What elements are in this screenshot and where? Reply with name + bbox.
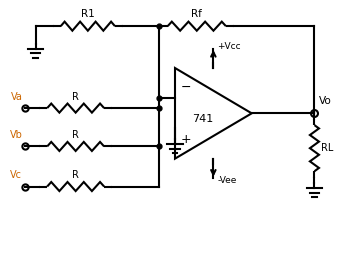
- Text: R: R: [72, 92, 79, 102]
- Text: Va: Va: [10, 92, 22, 102]
- Text: +: +: [180, 133, 191, 146]
- Text: Vo: Vo: [318, 96, 331, 106]
- Text: −: −: [180, 81, 191, 94]
- Text: +Vcc: +Vcc: [218, 42, 241, 51]
- Text: R: R: [72, 170, 79, 180]
- Text: Vc: Vc: [10, 170, 22, 180]
- Text: -Vee: -Vee: [218, 176, 237, 185]
- Text: R1: R1: [81, 8, 95, 19]
- Text: R: R: [72, 130, 79, 140]
- Text: Vb: Vb: [9, 130, 22, 140]
- Text: 741: 741: [192, 114, 214, 123]
- Text: RL: RL: [321, 143, 333, 153]
- Text: Rf: Rf: [191, 8, 202, 19]
